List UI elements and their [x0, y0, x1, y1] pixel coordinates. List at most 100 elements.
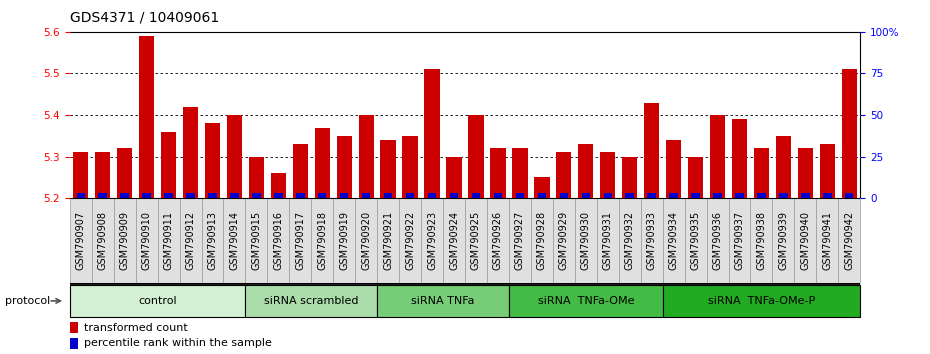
Text: GSM790932: GSM790932 [625, 211, 634, 270]
Bar [578, 144, 593, 198]
Bar [403, 136, 418, 198]
Text: percentile rank within the sample: percentile rank within the sample [84, 338, 272, 348]
Bar [538, 193, 546, 198]
Bar [801, 193, 810, 198]
Bar [248, 157, 264, 198]
Text: GSM790908: GSM790908 [98, 211, 108, 270]
Bar [823, 193, 831, 198]
Text: GSM790909: GSM790909 [120, 211, 129, 270]
Bar [622, 157, 637, 198]
Bar [581, 193, 590, 198]
Bar [446, 157, 461, 198]
Text: protocol: protocol [5, 296, 50, 306]
Text: GSM790941: GSM790941 [822, 211, 832, 270]
Text: GSM790912: GSM790912 [185, 211, 195, 270]
Bar [842, 69, 857, 198]
Bar [421, 198, 443, 283]
Bar [424, 69, 440, 198]
Bar [604, 193, 612, 198]
Bar [139, 36, 154, 198]
Bar [274, 193, 283, 198]
Bar [776, 136, 791, 198]
Text: transformed count: transformed count [84, 322, 188, 332]
Bar [845, 193, 854, 198]
Bar [490, 148, 506, 198]
Bar [296, 193, 304, 198]
Text: GSM790907: GSM790907 [75, 211, 86, 270]
Bar [691, 193, 699, 198]
Text: GDS4371 / 10409061: GDS4371 / 10409061 [70, 11, 219, 25]
Bar [626, 193, 634, 198]
Bar [465, 198, 487, 283]
Bar [333, 198, 355, 283]
Text: GSM790911: GSM790911 [164, 211, 174, 270]
Bar [380, 140, 396, 198]
Text: siRNA TNFa: siRNA TNFa [411, 296, 475, 306]
Text: GSM790936: GSM790936 [712, 211, 723, 270]
Bar [405, 193, 415, 198]
Bar [92, 198, 113, 283]
Bar [443, 198, 465, 283]
Bar [117, 148, 132, 198]
Bar [534, 177, 550, 198]
Bar [362, 193, 370, 198]
Bar [165, 193, 173, 198]
Bar [728, 198, 751, 283]
Text: GSM790927: GSM790927 [515, 211, 525, 270]
Bar [618, 198, 641, 283]
Text: GSM790939: GSM790939 [778, 211, 789, 270]
Bar [378, 198, 399, 283]
Text: GSM790931: GSM790931 [603, 211, 613, 270]
Bar [494, 193, 502, 198]
Bar [95, 153, 111, 198]
Text: GSM790921: GSM790921 [383, 211, 393, 270]
Text: siRNA  TNFa-OMe-P: siRNA TNFa-OMe-P [708, 296, 815, 306]
Bar [552, 198, 575, 283]
Bar [670, 193, 678, 198]
Bar [515, 193, 525, 198]
Bar [779, 193, 788, 198]
Bar [838, 198, 860, 283]
Bar [684, 198, 707, 283]
Text: GSM790913: GSM790913 [207, 211, 218, 270]
Bar [509, 285, 662, 317]
Bar [597, 198, 618, 283]
Bar [73, 153, 88, 198]
Bar [487, 198, 509, 283]
Bar [819, 144, 835, 198]
Bar [662, 285, 860, 317]
Text: GSM790924: GSM790924 [449, 211, 459, 270]
Text: GSM790923: GSM790923 [427, 211, 437, 270]
Bar [246, 198, 267, 283]
Text: GSM790928: GSM790928 [537, 211, 547, 270]
Bar [736, 193, 744, 198]
Bar [450, 193, 458, 198]
Bar [798, 148, 813, 198]
Bar [384, 193, 392, 198]
Text: GSM790916: GSM790916 [273, 211, 284, 270]
Bar [293, 144, 308, 198]
Bar [246, 285, 378, 317]
Bar [817, 198, 838, 283]
Bar [289, 198, 312, 283]
Text: GSM790919: GSM790919 [339, 211, 350, 270]
Text: GSM790934: GSM790934 [669, 211, 679, 270]
Bar [179, 198, 202, 283]
Bar [205, 124, 220, 198]
Bar [600, 153, 616, 198]
Text: GSM790938: GSM790938 [756, 211, 766, 270]
Bar [378, 285, 509, 317]
Text: GSM790942: GSM790942 [844, 211, 855, 270]
Bar [267, 198, 289, 283]
Bar [751, 198, 773, 283]
Text: GSM790930: GSM790930 [580, 211, 591, 270]
Text: GSM790914: GSM790914 [230, 211, 239, 270]
Bar [271, 173, 286, 198]
Bar [113, 198, 136, 283]
Text: GSM790918: GSM790918 [317, 211, 327, 270]
Bar [710, 115, 725, 198]
Text: GSM790910: GSM790910 [141, 211, 152, 270]
Bar [512, 148, 527, 198]
Text: GSM790933: GSM790933 [646, 211, 657, 270]
Bar [120, 193, 129, 198]
